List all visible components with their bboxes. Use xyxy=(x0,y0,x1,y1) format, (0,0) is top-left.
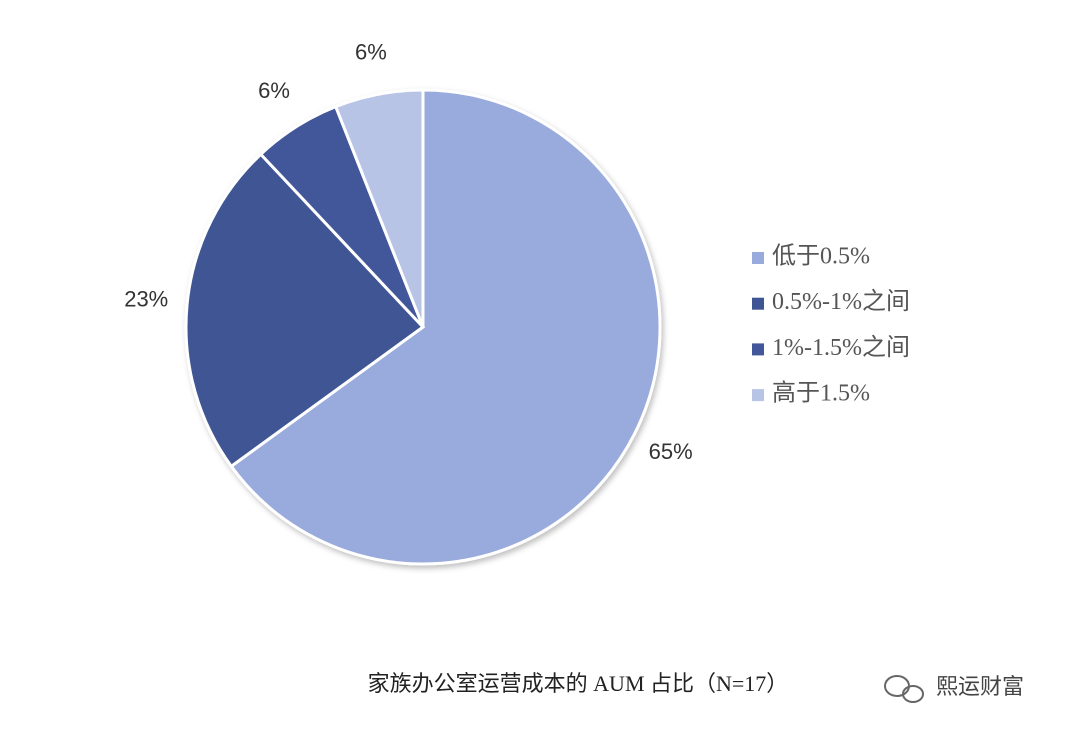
legend-swatch xyxy=(752,297,764,310)
legend-label: 低于0.5% xyxy=(772,243,870,270)
legend-swatch xyxy=(752,252,764,264)
pie-slice xyxy=(184,152,426,469)
legend-swatch xyxy=(752,389,764,402)
pie-slice xyxy=(229,88,662,566)
legend-swatch xyxy=(752,343,764,356)
watermark: 熙运财富 xyxy=(936,675,1024,700)
data-label: 23% xyxy=(124,287,168,312)
chart-title: 家族办公室运营成本的 AUM 占比（N=17） xyxy=(368,671,789,696)
legend-label: 0.5%-1%之间 xyxy=(772,288,910,315)
data-label: 6% xyxy=(355,40,387,65)
legend-label: 高于1.5% xyxy=(772,380,870,407)
pie-slice xyxy=(333,88,425,328)
legend-label: 1%-1.5%之间 xyxy=(772,334,910,361)
data-label: 6% xyxy=(258,78,290,103)
pie xyxy=(184,88,662,566)
data-label: 65% xyxy=(649,439,693,464)
watermark-icon xyxy=(884,675,924,703)
